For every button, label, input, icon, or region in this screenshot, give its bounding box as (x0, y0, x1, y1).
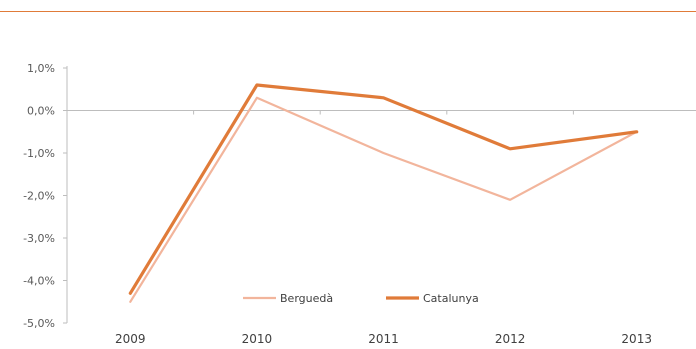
y-axis-tick-label: 1,0% (27, 62, 55, 75)
x-axis-tick-label: 2011 (368, 332, 399, 346)
x-axis-tick-label: 2012 (495, 332, 526, 346)
x-axis-tick-label: 2010 (242, 332, 273, 346)
header-rule (0, 11, 696, 12)
y-axis-tick-label: -5,0% (23, 317, 55, 330)
y-axis-tick-label: 0,0% (27, 105, 55, 118)
series-line-bergueda (129, 96, 638, 303)
x-axis-tick-label: 2009 (115, 332, 146, 346)
legend-label-catalunya: Catalunya (423, 292, 479, 305)
series-line-catalunya (128, 83, 639, 295)
y-axis-tick-label: -1,0% (23, 147, 55, 160)
y-axis-tick-label: -4,0% (23, 275, 55, 288)
y-axis-tick-label: -2,0% (23, 190, 55, 203)
legend-label-bergueda: Berguedà (280, 292, 333, 305)
y-axis-tick-label: -3,0% (23, 232, 55, 245)
x-axis-tick-label: 2013 (621, 332, 652, 346)
